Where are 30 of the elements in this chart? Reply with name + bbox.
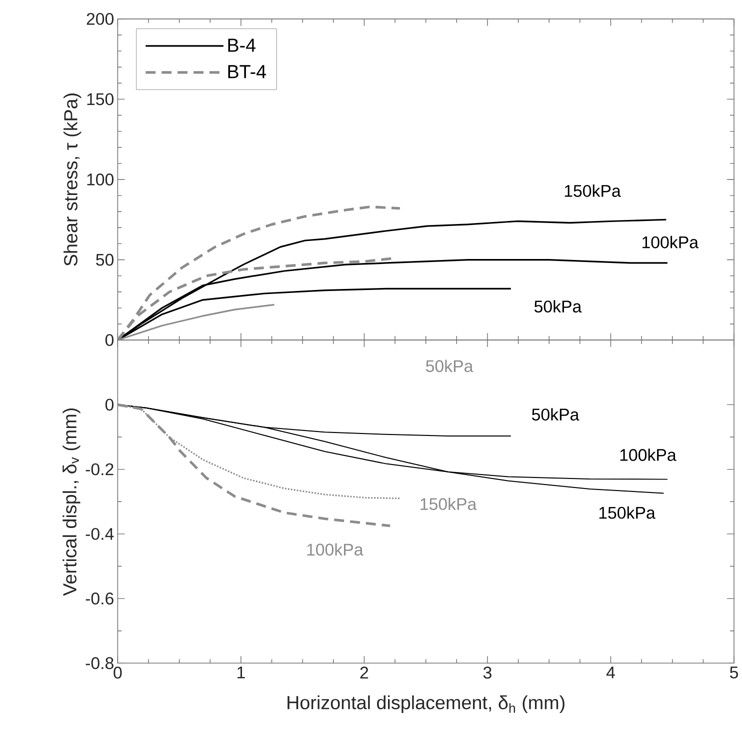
y-tick-label: 50 — [96, 254, 114, 266]
x-tick-label: 3 — [483, 666, 492, 679]
y-tick-label: -0.8 — [86, 657, 114, 670]
x-tick-label: 5 — [730, 666, 738, 678]
y-tick-label: 200 — [86, 12, 114, 25]
annotation: 100kPa — [307, 543, 364, 556]
x-tick-label: 1 — [238, 666, 245, 678]
annotation: 50kPa — [426, 360, 474, 372]
y-tick-label: 0 — [105, 334, 114, 346]
y-tick-label: 100 — [87, 174, 114, 186]
y-tick-label: -0.6 — [86, 592, 114, 605]
annotation: 50kPa — [532, 408, 580, 421]
annotation: 150kPa — [564, 184, 621, 197]
annotation: 50kPa — [534, 300, 582, 313]
y-tick-label: -0.2 — [86, 463, 114, 476]
y-tick-label: 150 — [87, 93, 114, 106]
annotation: 100kPa — [642, 236, 699, 248]
annotation: 150kPa — [599, 506, 656, 519]
x-tick-label: 2 — [360, 666, 368, 678]
y-tick-label: 0 — [105, 398, 114, 411]
x-axis-title: Horizontal displacement, δ$_{h}$ (mm) — [288, 695, 564, 714]
legend-label: B-4 — [228, 38, 256, 52]
y-axis-title: Shear stress, τ (kPa) — [64, 94, 82, 266]
y-tick-label: -0.4 — [86, 528, 114, 540]
y-axis-title: Vertical displ., δ$_{v}$ (mm) — [62, 408, 80, 596]
legend-label: BT-4 — [228, 65, 266, 78]
annotation: 150kPa — [420, 498, 477, 510]
x-tick-label: 0 — [114, 666, 122, 679]
annotation: 100kPa — [620, 448, 676, 461]
x-tick-label: 4 — [606, 666, 615, 678]
